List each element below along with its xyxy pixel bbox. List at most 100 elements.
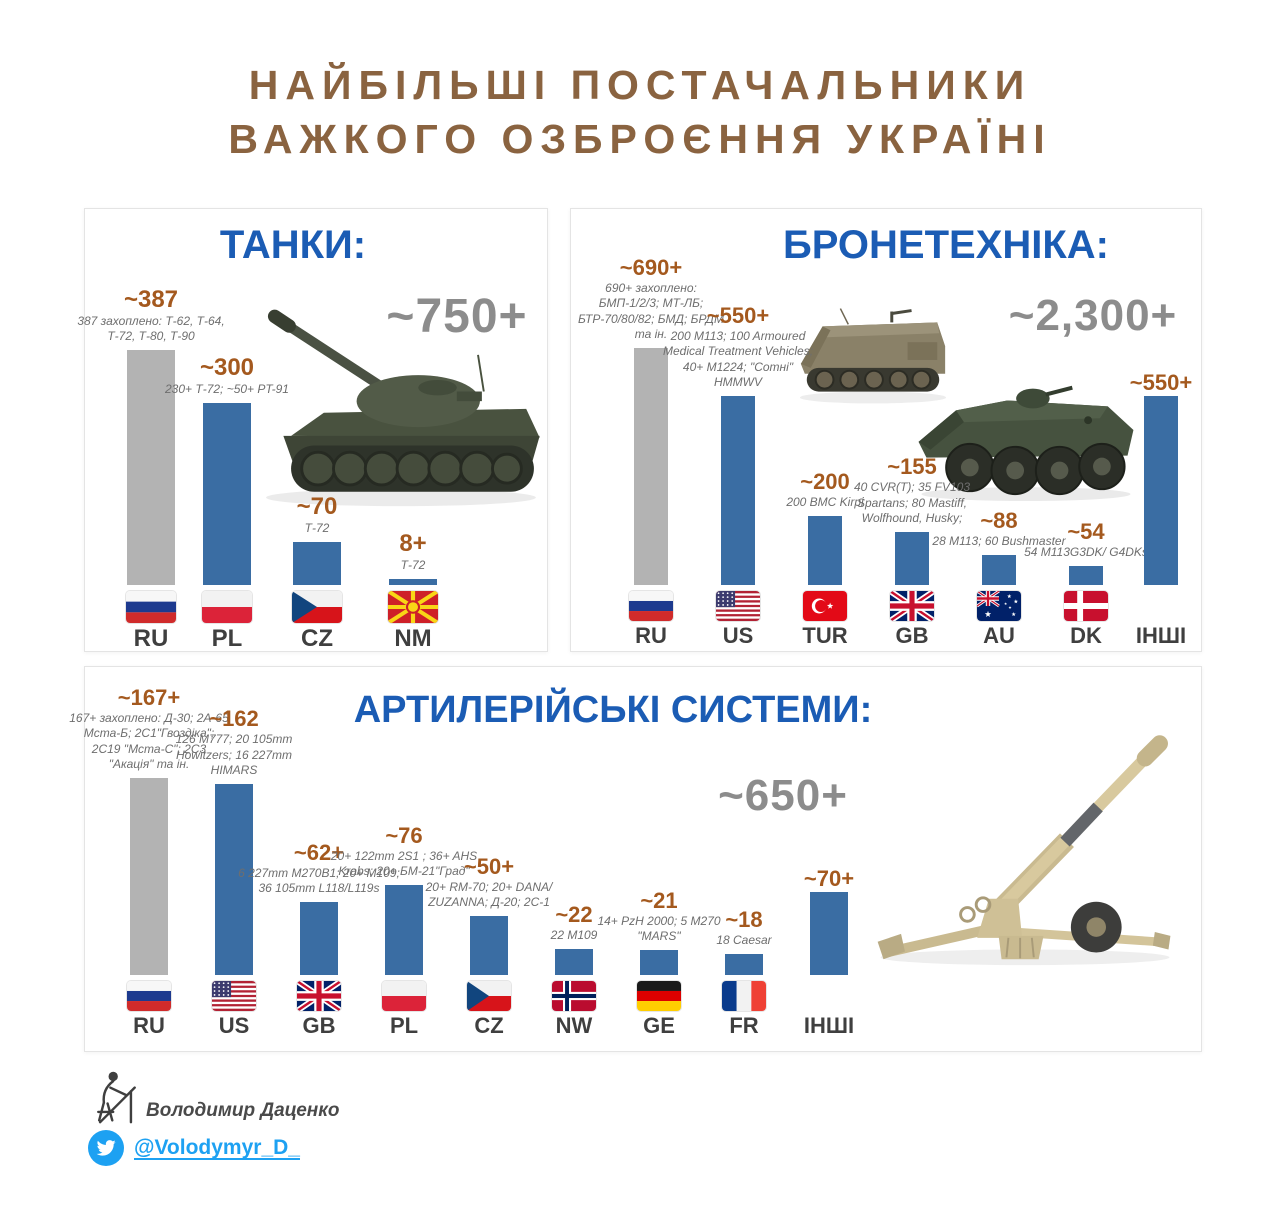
bar-annotation: Т-72 xyxy=(400,558,426,573)
bar-group-GB: ~155 40 CVR(T); 35 FV103 Spartans; 80 Mas… xyxy=(836,209,988,651)
bar-PL xyxy=(385,885,423,975)
bar-value-label: ~690+ xyxy=(619,254,683,280)
nw-flag-icon xyxy=(552,981,596,1011)
artillery-total: ~650+ xyxy=(718,771,848,820)
country-label-PL: PL xyxy=(211,625,243,652)
bar-US xyxy=(215,784,253,975)
country-label-RU: RU xyxy=(635,623,667,648)
bar-group-NM: 8+ Т-72 NM xyxy=(327,209,499,651)
bar-annotation: 22 М109 xyxy=(550,928,598,943)
country-label-NW: NW xyxy=(555,1013,593,1038)
us-flag-icon xyxy=(212,981,256,1011)
btr-apc-photo xyxy=(918,385,1134,502)
tr-flag-icon xyxy=(803,591,847,621)
country-label-GB: GB xyxy=(895,623,929,648)
bar-group-GE: ~21 14+ PzH 2000; 5 M270 "MARS" GE xyxy=(578,667,740,1051)
bar-group-RU: ~167+ 167+ захоплено: Д-30; 2А-65 Мста-Б;… xyxy=(68,667,230,1051)
bar-NM xyxy=(389,579,437,585)
bar-value-label: ~550+ xyxy=(706,302,770,328)
country-label-CZ: CZ xyxy=(301,625,333,652)
bar-TUR xyxy=(808,516,842,585)
bar-group-CZ: ~70 Т-72 CZ xyxy=(231,209,403,651)
country-label-RU: RU xyxy=(133,625,169,652)
twitter-logo-icon xyxy=(88,1130,124,1166)
bar-group-US: ~162 126 M777; 20 105mm Howitzers; 16 227… xyxy=(153,667,315,1051)
bar-group-PL: ~76 20+ 122mm 2S1 ; 36+ AHS Krabs; 20+ БМ… xyxy=(323,667,485,1051)
footer: Володимир Даценко @Volodymyr_D_ xyxy=(88,1068,340,1166)
bar-value-label: ~54 xyxy=(1067,519,1105,545)
bar-GB xyxy=(300,902,338,975)
bar-annotation: 387 захоплено: Т-62, Т-64, Т-72, Т-80, Т… xyxy=(77,313,225,344)
bar-annotation: 167+ захоплено: Д-30; 2А-65 Мста-Б; 2С1"… xyxy=(69,710,229,772)
country-label-RU: RU xyxy=(133,1013,165,1038)
country-label-DK: DK xyxy=(1070,623,1102,648)
ge-flag-icon xyxy=(637,981,681,1011)
bar-annotation: 40 CVR(T); 35 FV103 Spartans; 80 Mastiff… xyxy=(853,480,971,526)
armoured-bars-area: ~690+ 690+ захоплено: БМП-1/2/3; МТ-ЛБ; Б… xyxy=(571,209,1201,651)
bar-value-label: ~70+ xyxy=(803,865,855,891)
ru-flag-icon xyxy=(629,591,673,621)
bar-value-label: ~155 xyxy=(887,454,937,480)
bar-group-GB: ~62+ 6 227mm M270B1; 20+ M109; 36 105mm L… xyxy=(238,667,400,1051)
dk-flag-icon xyxy=(1064,591,1108,621)
bar-ІНШІ xyxy=(1144,396,1178,585)
bar-value-label: ~18 xyxy=(725,907,763,933)
m113-apc-photo xyxy=(799,308,947,404)
country-label-US: US xyxy=(722,623,754,648)
bar-value-label: ~50+ xyxy=(463,853,515,879)
country-label-CZ: CZ xyxy=(474,1013,504,1038)
bar-value-label: ~22 xyxy=(555,902,593,928)
bar-value-label: ~550+ xyxy=(1129,369,1193,395)
bar-group-DK: ~54 54 M113G3DK/ G4DKs DK xyxy=(1010,209,1162,651)
bar-annotation: 230+ Т-72; ~50+ PT-91 xyxy=(165,382,289,397)
bar-group-PL: ~300 230+ Т-72; ~50+ PT-91 PL xyxy=(141,209,313,651)
tanks-total: ~750+ xyxy=(386,290,528,343)
fr-flag-icon xyxy=(722,981,766,1011)
bar-annotation: 690+ захоплено: БМП-1/2/3; МТ-ЛБ; БТР-70… xyxy=(578,280,724,342)
bar-value-label: ~300 xyxy=(199,354,255,382)
ru-flag-icon xyxy=(126,591,176,623)
bar-RU xyxy=(130,778,168,975)
bar-value-label: 8+ xyxy=(399,530,427,558)
bar-annotation: 200 BMC Kirpi xyxy=(786,495,864,510)
bar-RU xyxy=(127,350,175,585)
bar-group-FR: ~18 18 Caesar FR xyxy=(663,667,825,1051)
country-label-TUR: TUR xyxy=(802,623,848,648)
bar-group-NW: ~22 22 М109 NW xyxy=(493,667,655,1051)
bar-value-label: ~387 xyxy=(123,285,179,313)
country-label-NM: NM xyxy=(394,625,432,652)
bar-annotation: Т-72 xyxy=(304,521,330,536)
title-line-2: ВАЖКОГО ОЗБРОЄННЯ УКРАЇНІ xyxy=(228,116,1052,163)
tank-photo xyxy=(266,309,540,507)
artillery-panel-title: АРТИЛЕРІЙСЬКІ СИСТЕМИ: xyxy=(353,689,873,731)
title-line-1: НАЙБІЛЬШІ ПОСТАЧАЛЬНИКИ xyxy=(248,62,1032,108)
gb-flag-icon xyxy=(890,591,934,621)
bar-annotation: 200 M113; 100 Armoured Medical Treatment… xyxy=(662,328,814,390)
bar-group-ІНШІ: ~550+ ІНШІ xyxy=(1085,209,1237,651)
bar-US xyxy=(721,396,755,585)
country-label-AU: AU xyxy=(983,623,1015,648)
bar-ІНШІ xyxy=(810,892,848,975)
au-flag-icon xyxy=(977,591,1021,621)
country-label-ІНШІ: ІНШІ xyxy=(803,1013,855,1038)
artillery-bars-area: ~167+ 167+ захоплено: Д-30; 2А-65 Мста-Б;… xyxy=(69,667,1201,1051)
country-label-ІНШІ: ІНШІ xyxy=(1135,623,1187,648)
bar-DK xyxy=(1069,566,1103,585)
bar-PL xyxy=(203,403,251,585)
author-row: Володимир Даценко xyxy=(88,1068,340,1126)
bar-value-label: ~162 xyxy=(209,706,259,732)
country-label-PL: PL xyxy=(389,1013,419,1038)
bar-FR xyxy=(725,954,763,975)
bar-NW xyxy=(555,949,593,975)
bar-annotation: 20+ 122mm 2S1 ; 36+ AHS Krabs; 20+ БМ-21… xyxy=(330,848,478,879)
bar-annotation: 6 227mm M270B1; 20+ M109; 36 105mm L118/… xyxy=(238,865,400,896)
bar-group-US: ~550+ 200 M113; 100 Armoured Medical Trea… xyxy=(662,209,814,651)
cz-flag-icon xyxy=(467,981,511,1011)
infographic-title: НАЙБІЛЬШІ ПОСТАЧАЛЬНИКИ ВАЖКОГО ОЗБРОЄНН… xyxy=(0,58,1280,166)
bar-value-label: ~70 xyxy=(296,493,338,521)
bar-GB xyxy=(895,532,929,585)
bar-annotation: 126 M777; 20 105mm Howitzers; 16 227mm H… xyxy=(175,732,293,778)
bar-value-label: ~76 xyxy=(385,822,423,848)
analyst-logo-icon xyxy=(97,1071,136,1124)
twitter-handle-link[interactable]: @Volodymyr_D_ xyxy=(134,1136,300,1159)
